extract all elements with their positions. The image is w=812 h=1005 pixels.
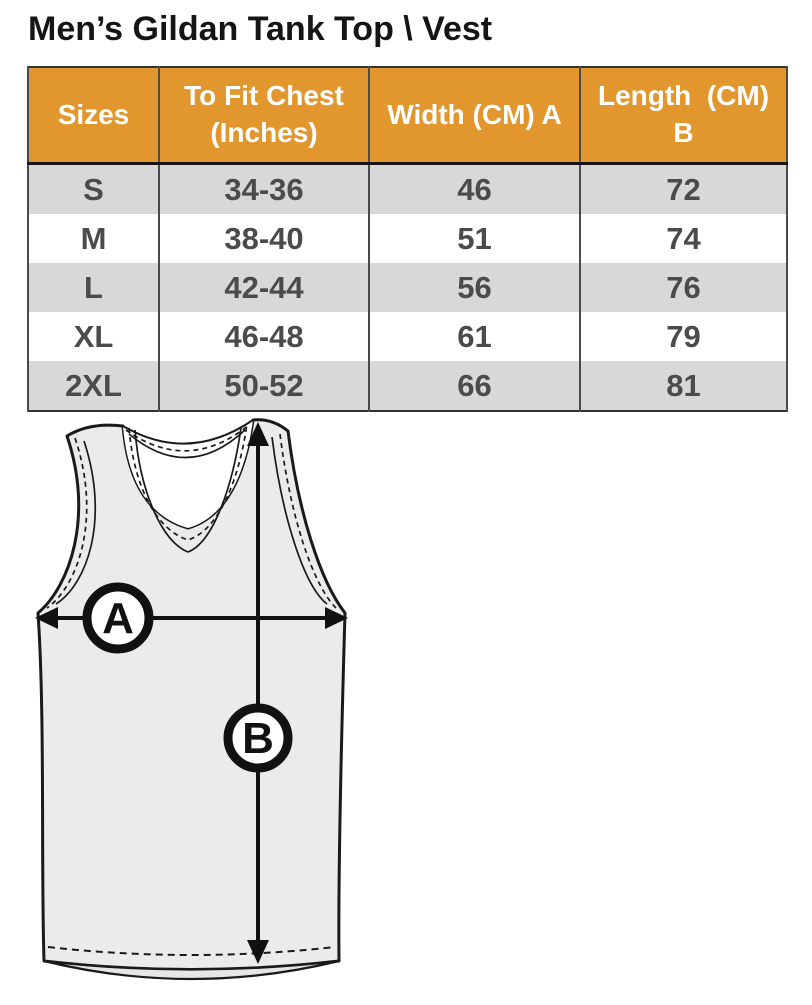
table-row: M 38-40 51 74: [27, 214, 788, 263]
size-diagram: A B: [30, 416, 360, 1000]
cell-size: XL: [27, 312, 160, 361]
table-row: S 34-36 46 72: [27, 163, 788, 214]
length-arrow: [247, 422, 269, 964]
cell-length: 81: [579, 361, 788, 411]
header-cell-length: Length (CM) B: [579, 67, 788, 165]
cell-width: 51: [368, 214, 581, 263]
header-cell-width: Width (CM) A: [368, 67, 581, 165]
tank-top-measurement-diagram: A B: [35, 418, 348, 981]
cell-chest: 34-36: [158, 163, 370, 214]
table-row: 2XL 50-52 66 81: [27, 361, 788, 411]
cell-size: 2XL: [27, 361, 160, 411]
cell-width: 66: [368, 361, 581, 411]
cell-chest: 46-48: [158, 312, 370, 361]
cell-size: L: [27, 263, 160, 312]
cell-width: 46: [368, 163, 581, 214]
cell-width: 56: [368, 263, 581, 312]
cell-chest: 42-44: [158, 263, 370, 312]
cell-chest: 38-40: [158, 214, 370, 263]
cell-length: 74: [579, 214, 788, 263]
cell-length: 72: [579, 163, 788, 214]
table-row: L 42-44 56 76: [27, 263, 788, 312]
width-label-badge: A: [82, 582, 154, 654]
table-header-row: Sizes To Fit Chest (Inches) Width (CM) A…: [27, 67, 788, 165]
header-cell-sizes: Sizes: [27, 67, 160, 165]
length-label-badge: B: [223, 703, 293, 773]
width-label: A: [102, 594, 134, 643]
tank-top-illustration: [36, 418, 347, 981]
header-cell-chest: To Fit Chest (Inches): [158, 67, 370, 165]
cell-size: S: [27, 163, 160, 214]
cell-length: 76: [579, 263, 788, 312]
size-chart-table: Sizes To Fit Chest (Inches) Width (CM) A…: [27, 66, 788, 412]
cell-chest: 50-52: [158, 361, 370, 411]
length-label: B: [242, 714, 274, 763]
page-title: Men’s Gildan Tank Top \ Vest: [28, 10, 493, 48]
cell-width: 61: [368, 312, 581, 361]
table-row: XL 46-48 61 79: [27, 312, 788, 361]
cell-length: 79: [579, 312, 788, 361]
cell-size: M: [27, 214, 160, 263]
